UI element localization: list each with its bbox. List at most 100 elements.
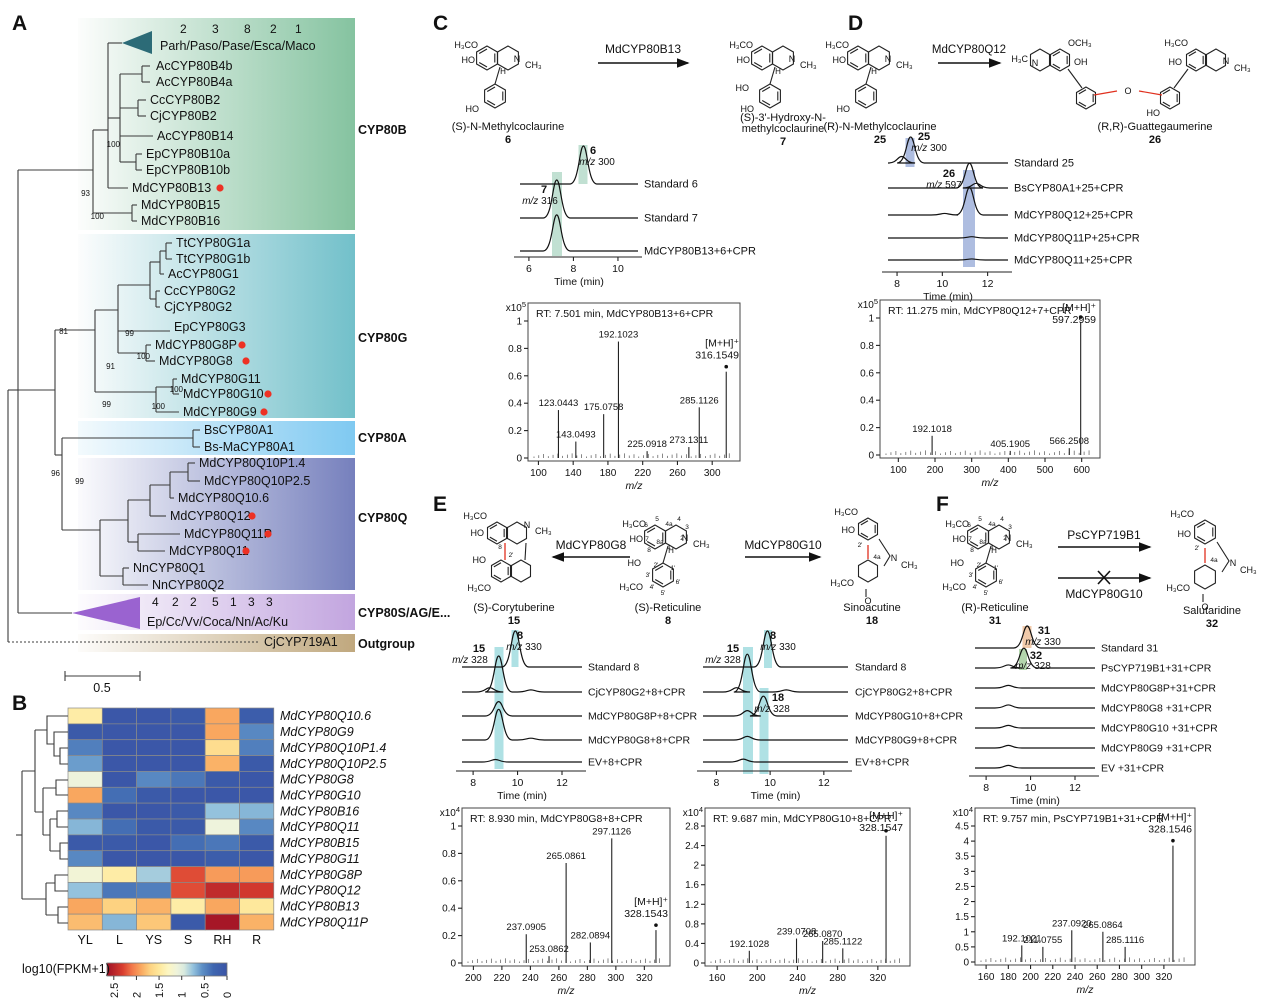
figure-graphic (969, 527, 979, 533)
ring (490, 559, 512, 583)
x-tick-label: 200 (749, 973, 766, 984)
heatmap-cell (67, 802, 103, 820)
figure-graphic (860, 520, 869, 526)
figure-graphic (654, 565, 664, 571)
heatmap-cell (204, 913, 240, 931)
taxon-label: EpCYP80B10a (146, 147, 230, 161)
ring-number: 1' (994, 565, 999, 572)
ring-number: 6 (644, 522, 648, 529)
taxon-label: NnCYP80Q1 (133, 561, 205, 575)
x-axis-label: Time (min) (497, 790, 547, 802)
heatmap-cell (239, 866, 275, 883)
heatmap-cell (67, 834, 103, 852)
red-dot-marker (216, 184, 224, 192)
ring (857, 559, 879, 583)
ring-number: 1 (667, 544, 671, 551)
trace-label: Standard 6 (644, 179, 698, 191)
heatmap-cell (101, 786, 137, 804)
scale-bar-label: 0.5 (93, 681, 110, 695)
enzyme-label: MdCYP80G10 (744, 538, 822, 552)
mh-marker-dot (724, 364, 729, 369)
figure-graphic (662, 545, 669, 564)
y-tick-label: 1.6 (685, 880, 699, 891)
atom-label: N (682, 533, 689, 543)
atom-label: H₃CO (463, 511, 487, 521)
peak-highlight (494, 647, 504, 769)
peak-mz-label: 285.1122 (823, 936, 862, 947)
bootstrap-value: 99 (75, 477, 84, 486)
heatmap-cell (136, 866, 172, 883)
collapsed-count: 5 (212, 595, 219, 609)
spectrum-title: RT: 11.275 min, MdCYP80Q12+7+CPR (888, 305, 1072, 317)
y-tick-label: 2.8 (685, 822, 699, 833)
collapsed-count: 2 (190, 595, 197, 609)
taxon-label: BsCYP80A1 (204, 423, 274, 437)
heatmap-cell (136, 834, 172, 852)
heatmap-cell (67, 739, 103, 756)
atom-label: HO (737, 55, 751, 65)
peak-highlight (905, 138, 915, 167)
trace-label: MdCYP80G8+8+CPR (588, 735, 691, 747)
taxon-label: AcCYP80G1 (168, 267, 239, 281)
clade-label: CYP80A (358, 431, 407, 445)
figure-graphic: 330 (1041, 637, 1061, 648)
ring (988, 524, 1010, 550)
figure-graphic: 5 (874, 297, 878, 306)
figure-graphic: 330 (522, 642, 542, 653)
heatmap-cell (204, 707, 240, 725)
heatmap-cell (136, 882, 172, 899)
chromatogram-trace (888, 258, 1008, 261)
atom-label: H (775, 67, 781, 76)
peak-mz-label: 237.0905 (506, 922, 546, 933)
ring (484, 83, 506, 109)
peak-mz-label: 253.0862 (529, 944, 569, 955)
ring-number: 4a (988, 521, 996, 528)
bootstrap-value: 100 (152, 402, 166, 411)
mz-annotation: m/z 330 (506, 642, 542, 653)
red-dot-marker (238, 341, 246, 349)
ring (1194, 564, 1216, 590)
colorbar (106, 962, 228, 977)
trace-label: MdCYP80Q12+25+CPR (1014, 210, 1133, 222)
bootstrap-value: 100 (170, 385, 184, 394)
compound-name: methylcoclaurine (742, 123, 825, 135)
peak-mz-label: 285.1126 (680, 395, 719, 406)
heatmap-row-label: MdCYP80G10 (280, 789, 361, 803)
taxon-label: MdCYP80G9 (183, 405, 257, 419)
figure-graphic (461, 807, 671, 967)
atom-label: N (1005, 533, 1012, 543)
compound-number: 15 (508, 615, 520, 627)
enzyme-label: MdCYP80G10 (1065, 587, 1143, 601)
peak-highlight (759, 688, 769, 774)
collapsed-count: 1 (230, 595, 237, 609)
heatmap-cell (170, 739, 206, 756)
atom-label: O (864, 596, 871, 606)
ring-number: 2 (1003, 535, 1007, 542)
x-tick-label: 180 (1000, 972, 1017, 983)
heatmap-cell (204, 882, 240, 899)
ether-bridge-oxygen: O (1124, 86, 1131, 96)
trace-label: MdCYP80G9 +31+CPR (1101, 743, 1212, 755)
taxon-label: CjCYP80G2 (164, 300, 232, 314)
dendrogram-branch (21, 770, 46, 900)
y-tick-label: 0 (450, 959, 456, 970)
axis-tick-label: 8 (571, 263, 577, 275)
heatmap-row-label: MdCYP80G11 (280, 852, 360, 866)
heatmap-cell (67, 850, 103, 867)
axis-tick-label: 12 (1069, 782, 1081, 794)
heatmap-cell (204, 802, 240, 820)
spectrum-title: RT: 7.501 min, MdCYP80B13+6+CPR (536, 308, 714, 320)
red-dot-marker (248, 512, 256, 520)
heatmap-row-label: MdCYP80B15 (280, 836, 359, 850)
ring-number-red: 2' (858, 542, 863, 549)
figure-graphic (478, 62, 488, 68)
mass-spectrum-plot: RT: 9.687 min, MdCYP80G10+8+CPR x104 0 0.4 0… (683, 805, 911, 997)
x-tick-label: 400 (1000, 465, 1017, 476)
panel-letters: A B C D E F (12, 12, 949, 715)
ring-number: 8a (979, 539, 987, 546)
figure-graphic: m/z (452, 655, 468, 666)
taxon-label: MdCYP80B15 (141, 198, 220, 212)
figure-graphic (1196, 536, 1206, 542)
x-tick-label: 280 (579, 973, 596, 984)
